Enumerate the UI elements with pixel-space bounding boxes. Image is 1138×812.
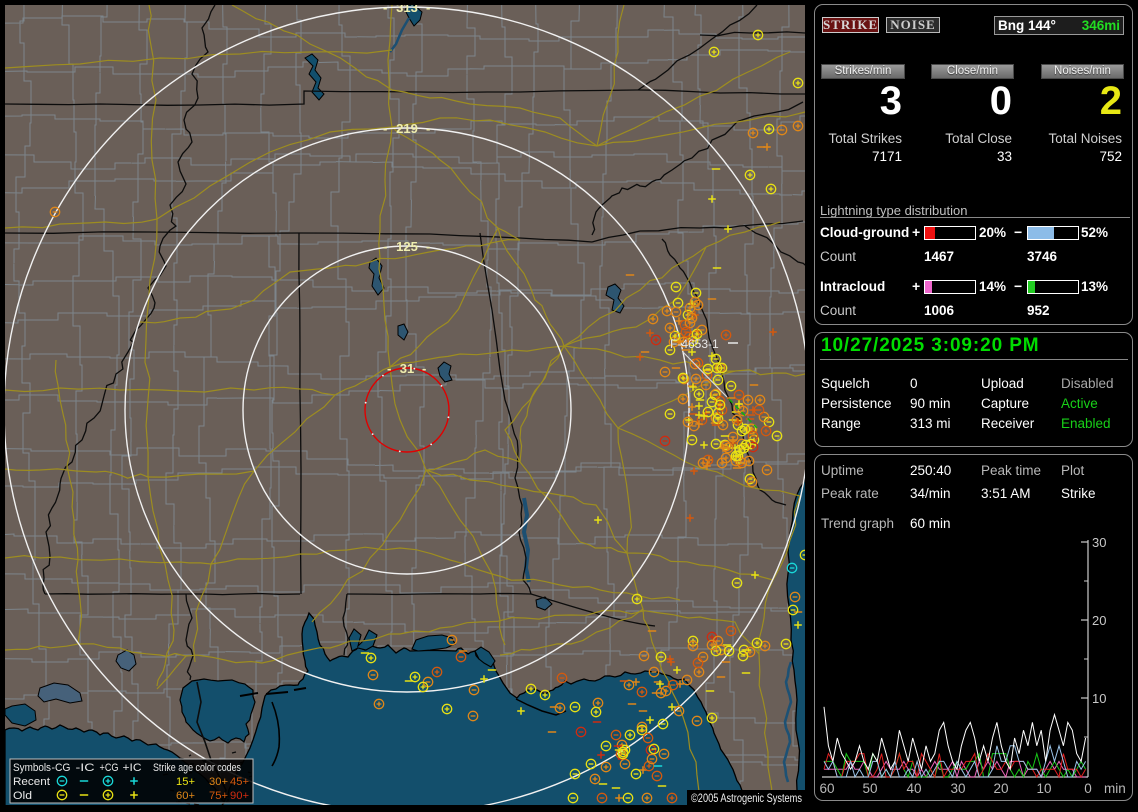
svg-text:20: 20 <box>1092 613 1106 628</box>
svg-text:20: 20 <box>993 781 1008 796</box>
svg-text:0: 0 <box>1084 781 1092 796</box>
svg-text:-: - <box>426 121 430 136</box>
svg-text:-: - <box>387 361 391 376</box>
svg-text:219: 219 <box>396 121 418 136</box>
svg-text:10: 10 <box>1092 691 1106 706</box>
svg-text:-: - <box>383 0 387 15</box>
svg-text:15+: 15+ <box>176 776 195 788</box>
svg-text:+IC: +IC <box>123 762 142 774</box>
svg-text:Strike age color codes: Strike age color codes <box>153 762 241 774</box>
svg-text:-IC: -IC <box>76 762 95 774</box>
svg-text:+CG: +CG <box>100 762 119 774</box>
svg-text:min: min <box>1104 781 1126 796</box>
svg-text:50: 50 <box>862 781 877 796</box>
svg-text:30+: 30+ <box>209 776 228 788</box>
svg-text:-: - <box>426 239 430 254</box>
svg-text:-: - <box>383 239 387 254</box>
svg-text:10: 10 <box>1036 781 1051 796</box>
svg-text:Recent: Recent <box>13 776 50 788</box>
svg-text:31: 31 <box>400 361 414 376</box>
svg-text:-: - <box>426 0 430 15</box>
svg-text:40: 40 <box>906 781 921 796</box>
svg-text:30: 30 <box>1092 535 1106 550</box>
svg-text:45+: 45+ <box>230 776 249 788</box>
svg-text:Symbols: Symbols <box>13 762 51 774</box>
svg-text:Old: Old <box>13 790 32 802</box>
svg-text:F-4653-1: F-4653-1 <box>670 337 719 351</box>
svg-text:75+: 75+ <box>209 790 228 802</box>
svg-text:-: - <box>422 361 426 376</box>
svg-text:90+: 90+ <box>230 790 249 802</box>
svg-text:125: 125 <box>396 239 418 254</box>
svg-text:-: - <box>383 121 387 136</box>
svg-text:-CG: -CG <box>52 762 71 774</box>
svg-text:30: 30 <box>950 781 965 796</box>
svg-text:©2005 Astrogenic Systems: ©2005 Astrogenic Systems <box>691 793 802 805</box>
svg-text:60+: 60+ <box>176 790 195 802</box>
svg-text:60: 60 <box>819 781 834 796</box>
